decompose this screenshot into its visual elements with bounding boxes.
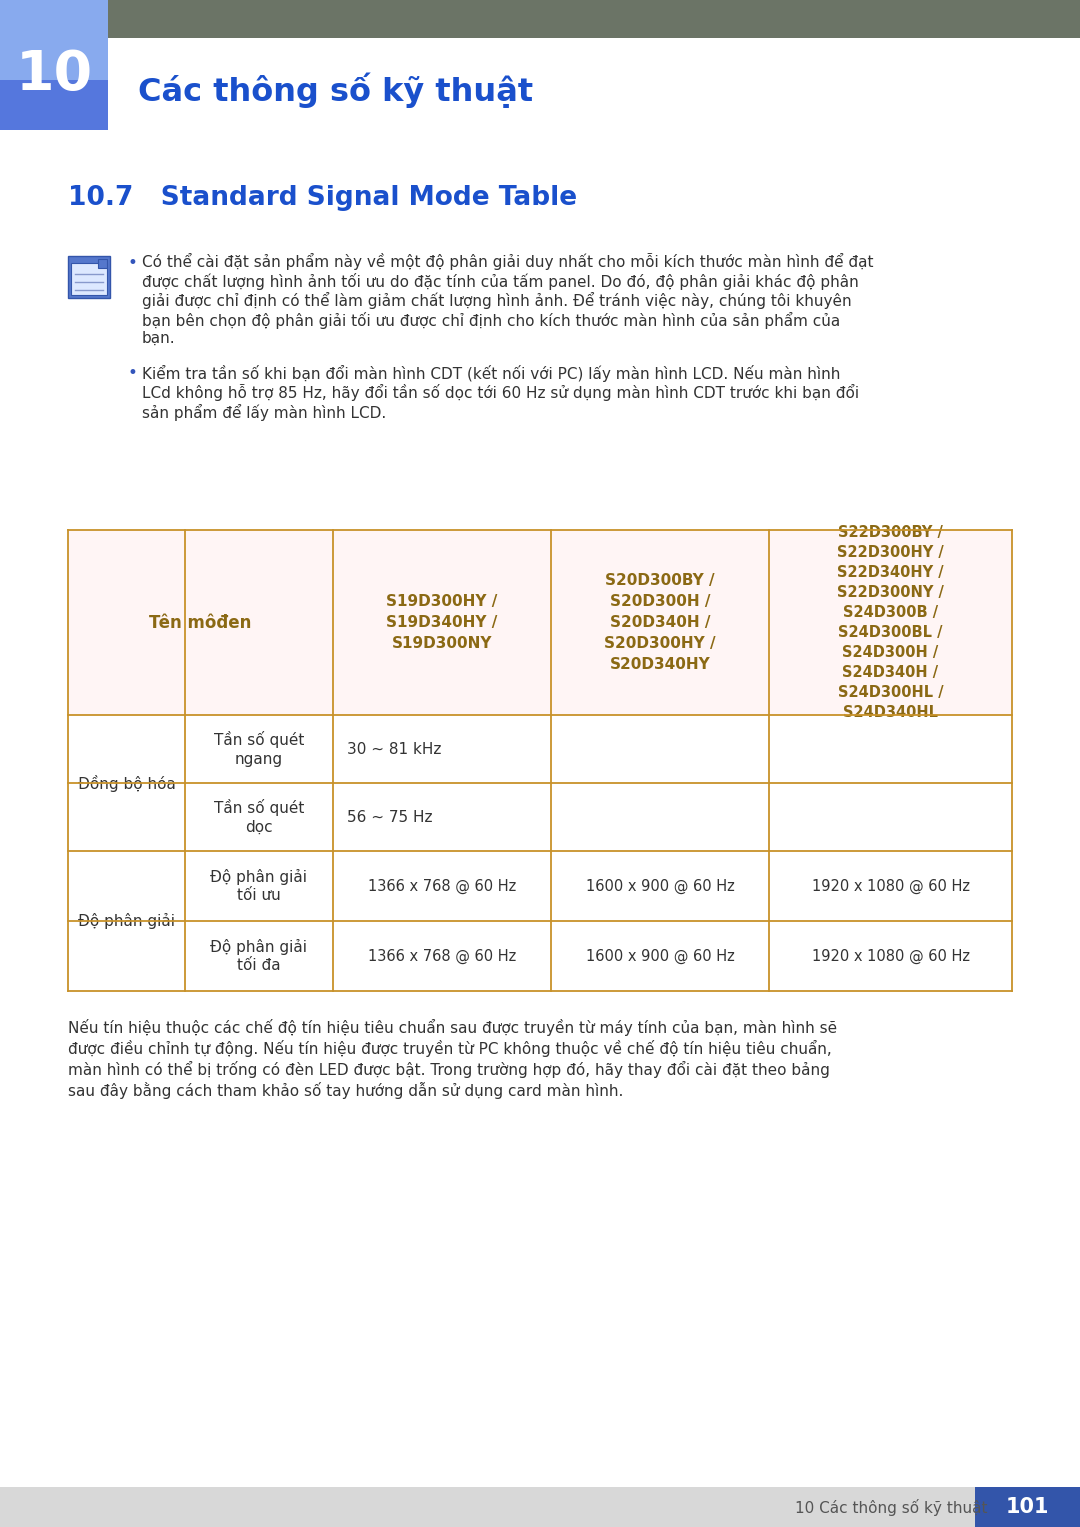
Bar	[769, 851, 1012, 921]
Bar	[551, 921, 769, 991]
Bar	[769, 921, 1012, 991]
Bar	[71, 263, 107, 295]
Text: 101: 101	[1005, 1496, 1049, 1516]
Text: màn hình có thể bị trống có đèn LED được bật. Trong trường hợp đó, hãy thay đổi : màn hình có thể bị trống có đèn LED được…	[68, 1061, 829, 1078]
Text: bạn.: bạn.	[141, 331, 176, 347]
Text: sản phẩm để lấy màn hình LCD.: sản phẩm để lấy màn hình LCD.	[141, 403, 387, 420]
Bar	[0, 79, 108, 130]
Text: 10.7   Standard Signal Mode Table: 10.7 Standard Signal Mode Table	[68, 185, 577, 211]
Bar	[185, 921, 333, 991]
Text: Độ phân giải
tối ưu: Độ phân giải tối ưu	[211, 869, 308, 904]
Text: S19D300HY /
S19D340HY /
S19D300NY: S19D300HY / S19D340HY / S19D300NY	[387, 594, 498, 651]
Bar	[0, 0, 108, 130]
Text: 1366 x 768 @ 60 Hz: 1366 x 768 @ 60 Hz	[368, 878, 516, 893]
Text: được điều chỉnh tự động. Nếu tín hiệu được truyền từ PC không thuộc về chế độ tí: được điều chỉnh tự động. Nếu tín hiệu đư…	[68, 1040, 832, 1057]
Text: 56 ~ 75 Hz: 56 ~ 75 Hz	[347, 809, 432, 825]
Text: 10 Các thông số kỹ thuật: 10 Các thông số kỹ thuật	[795, 1498, 987, 1515]
Text: S22D300BY /
S22D300HY /
S22D340HY /
S22D300NY /
S24D300B /
S24D300BL /
S24D300H : S22D300BY / S22D300HY / S22D340HY / S22D…	[837, 525, 944, 721]
Bar	[975, 1487, 1080, 1527]
Text: Tần số quét
ngang: Tần số quét ngang	[214, 731, 305, 767]
Bar	[551, 530, 769, 715]
Text: 1920 x 1080 @ 60 Hz: 1920 x 1080 @ 60 Hz	[811, 948, 970, 964]
Text: giải được chỉ định có thể làm giảm chất lượng hình ảnh. Để tránh việc này, chúng: giải được chỉ định có thể làm giảm chất …	[141, 292, 852, 308]
Text: LCd không hỗ trợ 85 Hz, hãy đổi tần số dọc tới 60 Hz sử dụng màn hình CDT trước : LCd không hỗ trợ 85 Hz, hãy đổi tần số d…	[141, 383, 859, 402]
Bar	[333, 851, 551, 921]
Text: S20D300BY /
S20D300H /
S20D340H /
S20D300HY /
S20D340HY: S20D300BY / S20D300H / S20D340H / S20D30…	[604, 573, 716, 672]
Text: Tên môđen: Tên môđen	[149, 614, 252, 632]
Text: 30 ~ 81 kHz: 30 ~ 81 kHz	[347, 742, 442, 756]
Bar	[98, 260, 107, 269]
Text: Độ phân giải: Độ phân giải	[78, 913, 175, 928]
Text: Kiểm tra tần số khi bạn đổi màn hình CDT (kết nối với PC) lấy màn hình LCD. Nếu : Kiểm tra tần số khi bạn đổi màn hình CDT…	[141, 365, 840, 382]
Text: 1600 x 900 @ 60 Hz: 1600 x 900 @ 60 Hz	[585, 948, 734, 964]
Bar	[769, 530, 1012, 715]
Text: Độ phân giải
tối đa: Độ phân giải tối đa	[211, 939, 308, 973]
Text: Nếu tín hiệu thuộc các chế độ tín hiệu tiêu chuẩn sau được truyền từ máy tính củ: Nếu tín hiệu thuộc các chế độ tín hiệu t…	[68, 1019, 837, 1035]
Bar	[333, 921, 551, 991]
Bar	[68, 530, 333, 715]
Text: được chất lượng hình ảnh tối ưu do đặc tính của tấm panel. Do đó, độ phân giải k: được chất lượng hình ảnh tối ưu do đặc t…	[141, 272, 859, 290]
Bar	[0, 0, 1080, 38]
Bar	[185, 783, 333, 851]
Text: bạn bên chọn độ phân giải tối ưu được chỉ định cho kích thước màn hình của sản p: bạn bên chọn độ phân giải tối ưu được ch…	[141, 312, 840, 328]
Bar	[333, 783, 1012, 851]
Text: Đồng bộ hóa: Đồng bộ hóa	[78, 774, 175, 791]
Text: Tần số quét
dọc: Tần số quét dọc	[214, 799, 305, 835]
Bar	[0, 1487, 1080, 1527]
Text: 1920 x 1080 @ 60 Hz: 1920 x 1080 @ 60 Hz	[811, 878, 970, 893]
Text: 1366 x 768 @ 60 Hz: 1366 x 768 @ 60 Hz	[368, 948, 516, 964]
Text: Có thể cài đặt sản phẩm này về một độ phân giải duy nhất cho mỗi kích thước màn : Có thể cài đặt sản phẩm này về một độ ph…	[141, 253, 874, 270]
Bar	[68, 530, 1012, 715]
Bar	[185, 715, 333, 783]
Text: Các thông số kỹ thuật: Các thông số kỹ thuật	[138, 72, 534, 108]
Text: •: •	[129, 365, 138, 382]
Bar	[185, 851, 333, 921]
Text: 1600 x 900 @ 60 Hz: 1600 x 900 @ 60 Hz	[585, 878, 734, 893]
Bar	[68, 851, 185, 991]
Text: •: •	[129, 253, 138, 272]
Bar	[333, 530, 551, 715]
Text: sau đây bằng cách tham khảo số tay hướng dẫn sử dụng card màn hình.: sau đây bằng cách tham khảo số tay hướng…	[68, 1083, 623, 1099]
Bar	[333, 715, 1012, 783]
Bar	[68, 715, 185, 851]
Bar	[68, 530, 1012, 991]
Text: 10: 10	[15, 47, 93, 102]
Bar	[68, 257, 110, 298]
Bar	[551, 851, 769, 921]
